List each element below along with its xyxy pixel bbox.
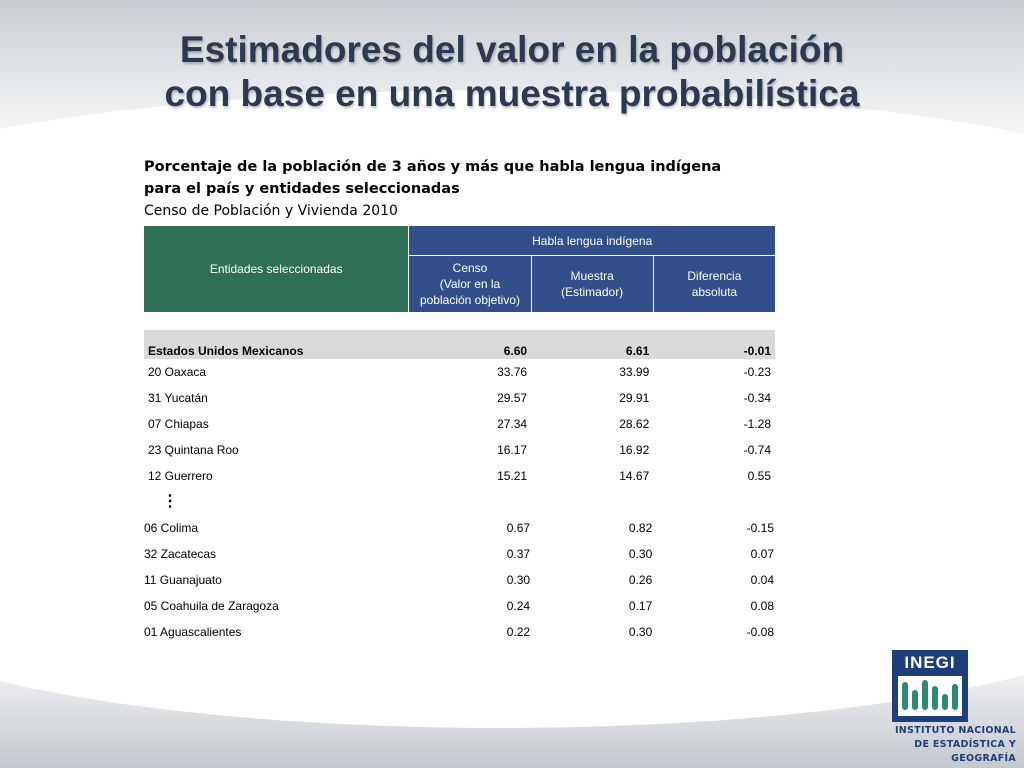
cell-muestra: 28.62 [619,417,650,431]
cell-name: 05 Coahuila de Zaragoza [144,599,279,613]
table-row: 32 Zacatecas 0.37 0.30 0.07 [144,541,775,567]
caption-line2: para el país y entidades seleccionadas [144,181,460,197]
cell-diferencia: -0.23 [743,365,771,379]
header-muestra-l1: Muestra [570,269,614,283]
header-censo: Censo (Valor en la población objetivo) [408,255,532,312]
cell-diferencia: 0.08 [750,599,774,613]
cell-name: 11 Guanajuato [144,573,222,587]
data-table: Entidades seleccionadas Habla lengua ind… [144,226,775,645]
cell-name: 23 Quintana Roo [148,443,239,457]
cell-censo: 0.30 [506,573,531,587]
header-muestra: Muestra (Estimador) [531,255,654,312]
inegi-logo-grid-icon [898,676,962,716]
header-censo-l3: población objetivo) [419,293,521,307]
institution-name: INSTITUTO NACIONAL DE ESTADÍSTICA Y GEOG… [846,724,1016,766]
cell-name: 12 Guerrero [148,469,213,483]
cell-muestra: 6.61 [531,330,654,359]
cell-muestra: 16.92 [619,443,650,457]
cell-muestra: 0.26 [628,573,653,587]
cell-diferencia: -0.74 [743,443,771,457]
header-diferencia-l1: Diferencia [687,269,742,283]
cell-censo: 0.67 [506,521,531,535]
cell-name: 31 Yucatán [148,391,208,405]
cell-muestra: 14.67 [619,469,650,483]
header-censo-l1: Censo [452,261,488,275]
cell-censo: 33.76 [497,365,528,379]
table-row: 05 Coahuila de Zaragoza 0.24 0.17 0.08 [144,593,775,619]
cell-diferencia: -0.08 [746,625,774,639]
table-row: 20 Oaxaca 33.76 33.99 -0.23 [144,359,775,385]
table-caption: Porcentaje de la población de 3 años y m… [144,156,784,222]
cell-censo: 0.22 [506,625,531,639]
cell-censo: 0.37 [506,547,531,561]
table-row: 06 Colima 0.67 0.82 -0.15 [144,515,775,541]
cell-diferencia: 0.04 [750,573,774,587]
table-row: 01 Aguascalientes 0.22 0.30 -0.08 [144,619,775,645]
institution-line1: INSTITUTO NACIONAL [894,725,1016,736]
cell-muestra: 0.17 [628,599,653,613]
header-censo-l2: (Valor en la [439,277,501,291]
cell-diferencia: -0.01 [653,330,775,359]
cell-name: 01 Aguascalientes [144,625,242,639]
slide-title: Estimadores del valor en la población co… [0,28,1024,116]
table-row: 12 Guerrero 15.21 14.67 0.55 [144,463,775,489]
cell-name: Estados Unidos Mexicanos [144,330,409,359]
cell-censo: 15.21 [497,469,528,483]
cell-censo: 0.24 [506,599,531,613]
table-row: 23 Quintana Roo 16.17 16.92 -0.74 [144,437,775,463]
header-entidades: Entidades seleccionadas [144,226,410,312]
cell-muestra: 0.30 [628,625,653,639]
caption-source: Censo de Población y Vivienda 2010 [144,203,398,219]
cell-muestra: 0.30 [628,547,653,561]
inegi-logo-word: INEGI [894,652,966,674]
header-diferencia-l2: absoluta [691,285,738,299]
table-row: 11 Guanajuato 0.30 0.26 0.04 [144,567,775,593]
cell-diferencia: -1.28 [743,417,771,431]
table-ellipsis-row: ⋮ [144,489,775,515]
table-row: 07 Chiapas 27.34 28.62 -1.28 [144,411,775,437]
cell-diferencia: -0.15 [746,521,774,535]
inegi-logo: INEGI [892,650,968,722]
vertical-ellipsis: ⋮ [162,493,178,510]
cell-diferencia: -0.34 [743,391,771,405]
background-swoosh-bottom [0,468,1024,768]
cell-censo: 6.60 [408,330,532,359]
cell-name: 06 Colima [144,521,199,535]
cell-diferencia: 0.07 [750,547,774,561]
cell-name: 07 Chiapas [148,417,209,431]
cell-censo: 29.57 [497,391,528,405]
header-diferencia: Diferencia absoluta [653,255,775,312]
institution-line2: DE ESTADÍSTICA Y GEOGRAFÍA [914,739,1016,764]
cell-muestra: 29.91 [619,391,650,405]
cell-diferencia: 0.55 [747,469,771,483]
cell-muestra: 0.82 [628,521,653,535]
header-muestra-l2: (Estimador) [561,285,624,299]
table-spacer [144,312,775,330]
cell-censo: 27.34 [497,417,528,431]
table-row: 31 Yucatán 29.57 29.91 -0.34 [144,385,775,411]
cell-muestra: 33.99 [619,365,650,379]
cell-name: 20 Oaxaca [148,365,207,379]
slide-title-line2: con base en una muestra probabilística [164,73,860,114]
slide-title-line1: Estimadores del valor en la población [179,29,845,70]
cell-name: 32 Zacatecas [144,547,217,561]
table-row-national: Estados Unidos Mexicanos 6.60 6.61 -0.01 [144,330,775,359]
cell-censo: 16.17 [497,443,528,457]
header-habla-lengua: Habla lengua indígena [408,226,775,256]
caption-line1: Porcentaje de la población de 3 años y m… [144,159,722,175]
